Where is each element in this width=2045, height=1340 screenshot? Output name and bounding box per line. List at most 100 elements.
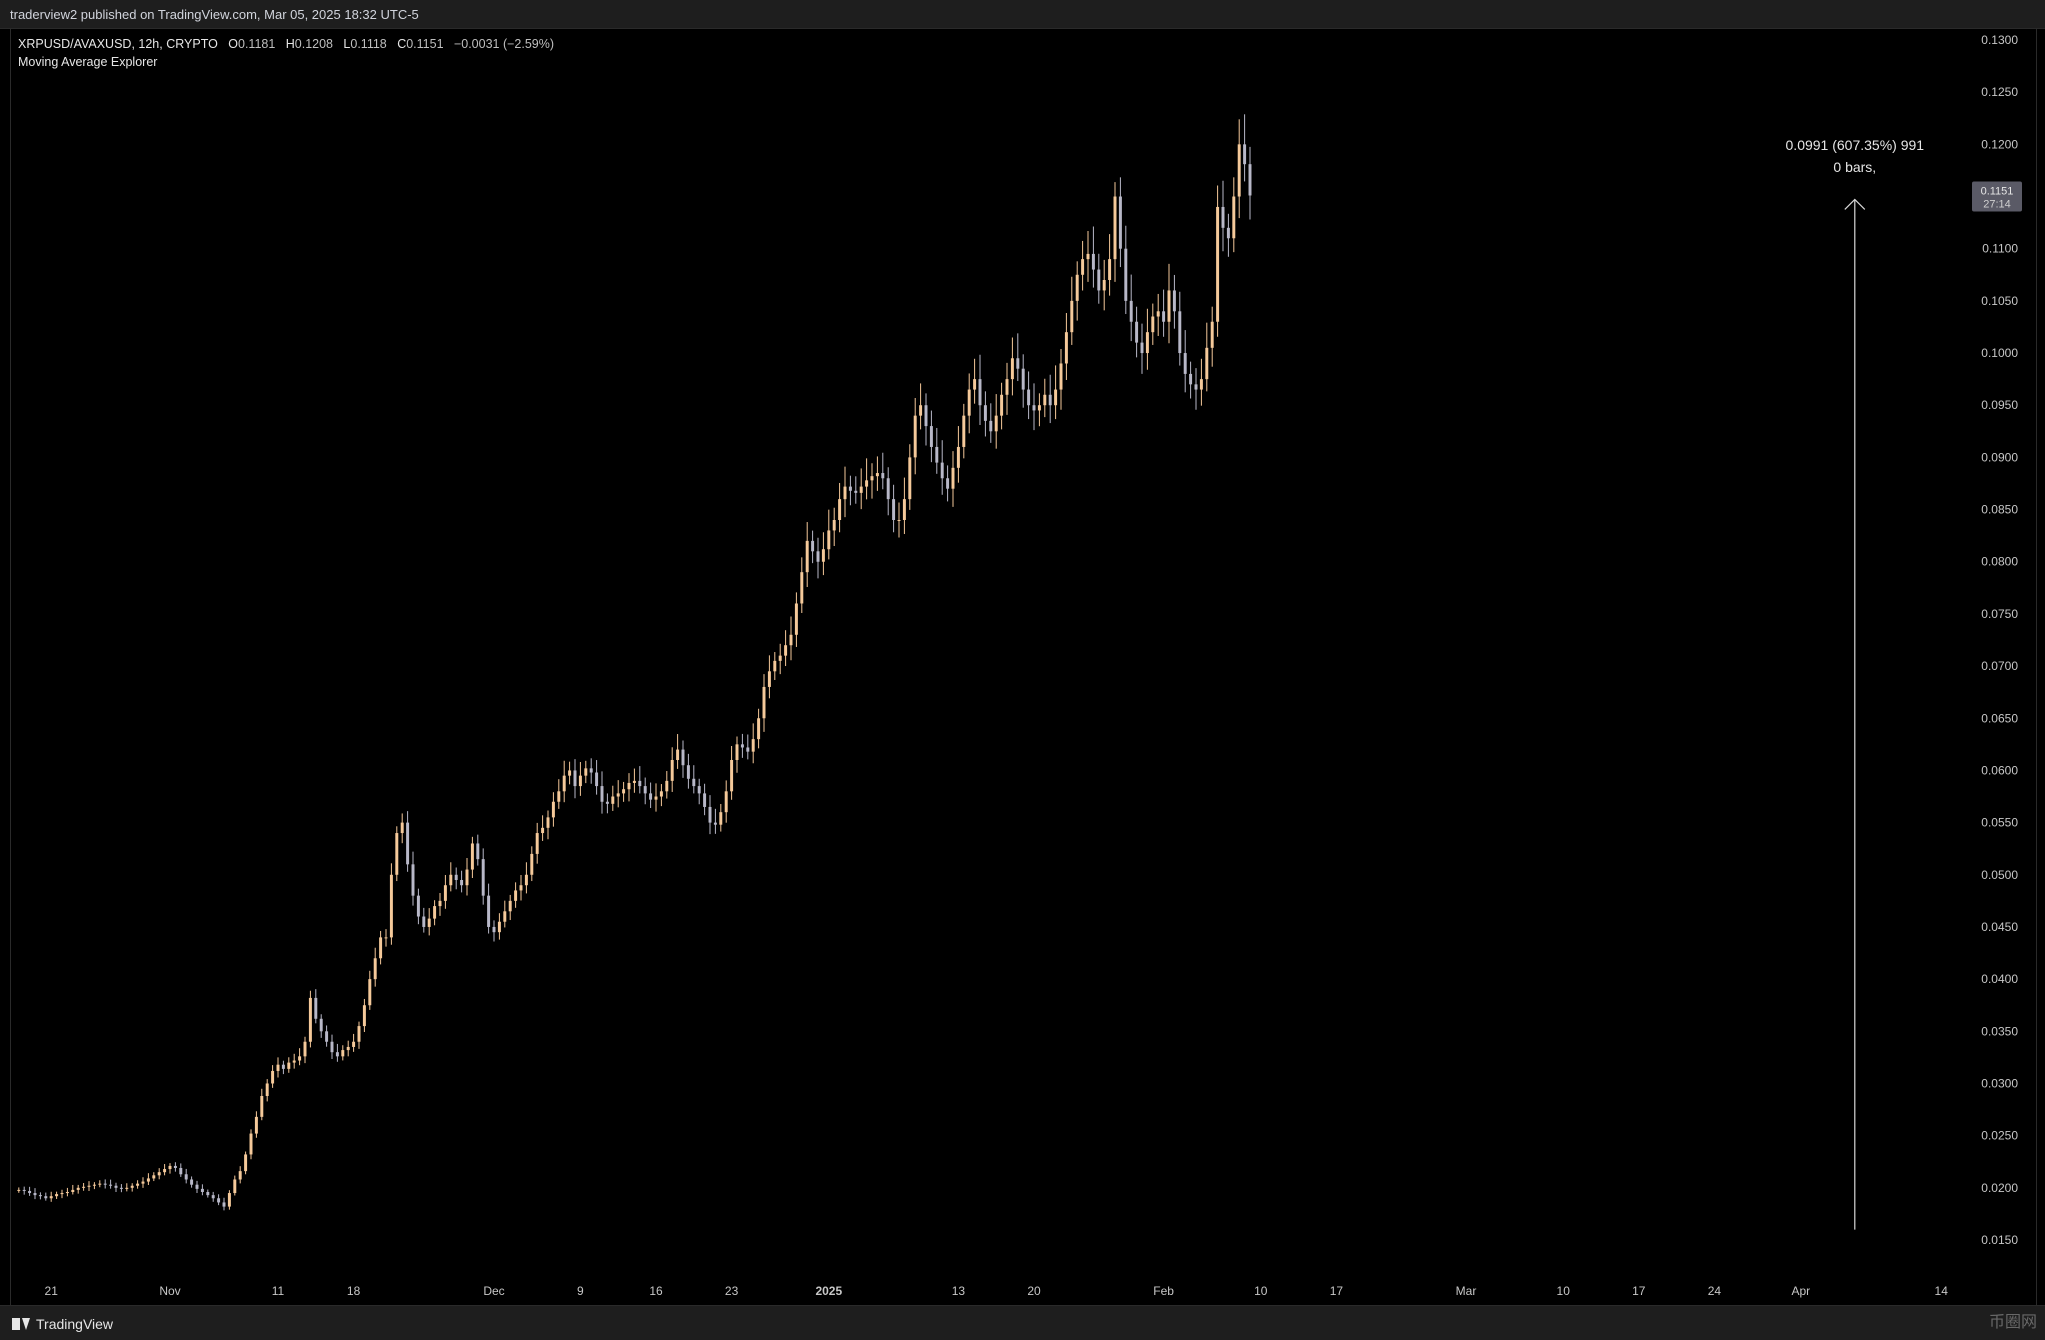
- candle-body: [1064, 332, 1068, 364]
- x-tick-label: 13: [952, 1284, 966, 1298]
- legend-symbol[interactable]: XRPUSD/AVAXUSD, 12h, CRYPTO: [18, 37, 218, 51]
- candle-body: [1021, 368, 1025, 390]
- candle-body: [848, 486, 852, 491]
- candle-body: [265, 1083, 269, 1096]
- candle-body: [595, 772, 599, 787]
- candle-body: [314, 997, 318, 1019]
- candle-body: [773, 660, 777, 672]
- candle-body: [1048, 394, 1052, 406]
- x-tick-label: 10: [1254, 1284, 1268, 1298]
- candle-body: [330, 1041, 334, 1053]
- candle-body: [724, 791, 728, 813]
- candle-body: [859, 486, 863, 493]
- y-tick-label: 0.1300: [1981, 33, 2018, 47]
- candle-body: [1091, 253, 1095, 270]
- x-tick-label: Feb: [1153, 1284, 1174, 1298]
- legend-change: −0.0031 (−2.59%): [453, 37, 555, 51]
- candle-body: [1199, 379, 1203, 390]
- candle-body: [308, 997, 312, 1042]
- candle-body: [676, 749, 680, 760]
- candle-body: [519, 885, 523, 891]
- measure-label-bars: 0 bars,: [1833, 159, 1876, 175]
- candle-body: [1059, 363, 1063, 390]
- measure-arrowhead-icon: [1844, 198, 1866, 210]
- y-tick-label: 0.0950: [1981, 398, 2018, 412]
- legend-low-value: 0.1118: [350, 37, 387, 51]
- candle-body: [946, 478, 950, 489]
- candle-body: [341, 1050, 345, 1057]
- y-tick-label: 0.0650: [1981, 711, 2018, 725]
- candle-body: [703, 793, 707, 807]
- candle-body: [735, 744, 739, 760]
- candle-body: [1172, 290, 1176, 312]
- candle-body: [1205, 347, 1209, 380]
- candle-body: [746, 747, 750, 752]
- chart-frame: [10, 28, 2037, 1305]
- legend-indicator[interactable]: Moving Average Explorer: [18, 55, 158, 69]
- candle-body: [1183, 353, 1187, 374]
- y-tick-label: 0.0150: [1981, 1233, 2018, 1247]
- candle-body: [681, 749, 685, 766]
- candle-body: [1216, 206, 1220, 322]
- candle-body: [530, 853, 534, 875]
- candle-body: [487, 895, 491, 927]
- brand-label: TradingView: [36, 1316, 114, 1332]
- candle-body: [362, 1005, 366, 1027]
- candle-body: [838, 499, 842, 520]
- x-tick-label: 20: [1027, 1284, 1041, 1298]
- candle-body: [206, 1192, 210, 1196]
- x-tick-label: Mar: [1456, 1284, 1477, 1298]
- candle-body: [476, 843, 480, 860]
- candle-body: [157, 1172, 161, 1176]
- candle-body: [389, 874, 393, 938]
- candle-body: [352, 1041, 356, 1047]
- legend-close-label: C: [397, 37, 407, 51]
- y-tick-label: 0.0500: [1981, 868, 2018, 882]
- candle-body: [605, 801, 609, 804]
- x-tick-label: 23: [725, 1284, 739, 1298]
- candle-body: [762, 686, 766, 719]
- candle-body: [778, 655, 782, 661]
- candle-body: [562, 775, 566, 792]
- candle-body: [854, 490, 858, 493]
- candle-body: [1129, 300, 1133, 322]
- candle-body: [384, 937, 388, 939]
- candle-body: [924, 405, 928, 427]
- candle-body: [886, 478, 890, 500]
- candle-body: [287, 1062, 291, 1069]
- candle-body: [1226, 227, 1230, 239]
- y-tick-label: 0.0800: [1981, 555, 2018, 569]
- candle-body: [416, 895, 420, 917]
- candle-body: [465, 869, 469, 886]
- candle-body: [654, 796, 658, 800]
- candle-body: [962, 415, 966, 447]
- candle-body: [1237, 144, 1241, 197]
- candle-body: [460, 880, 464, 886]
- measure-label-change: 0.0991 (607.35%) 991: [1786, 137, 1925, 153]
- candle-body: [298, 1056, 302, 1061]
- candle-body: [956, 446, 960, 468]
- chart-legend: XRPUSD/AVAXUSD, 12h, CRYPTO O0.1181 H0.1…: [18, 35, 554, 71]
- candle-body: [130, 1185, 134, 1188]
- candle-body: [1000, 394, 1004, 416]
- candle-body: [325, 1031, 329, 1042]
- candle-body: [173, 1165, 177, 1168]
- candle-body: [649, 793, 653, 800]
- candle-body: [449, 874, 453, 886]
- footer-bar: TradingView: [0, 1305, 2045, 1340]
- candle-body: [989, 420, 993, 432]
- candle-body: [373, 958, 377, 980]
- last-price-badge: [1972, 181, 2022, 212]
- candle-body: [400, 822, 404, 834]
- candle-body: [789, 634, 793, 646]
- candle-body: [983, 405, 987, 421]
- candle-body: [551, 801, 555, 818]
- candle-body: [433, 906, 437, 919]
- candle-body: [1037, 405, 1041, 411]
- candle-body: [168, 1165, 172, 1170]
- candle-body: [994, 415, 998, 432]
- candle-body: [713, 822, 717, 825]
- tradingview-brand[interactable]: TradingView: [12, 1316, 113, 1332]
- candle-body: [643, 786, 647, 794]
